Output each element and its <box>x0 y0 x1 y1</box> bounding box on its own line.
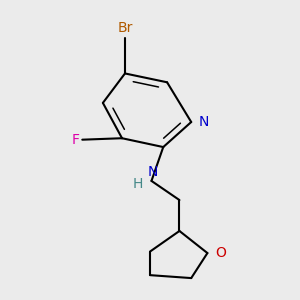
Text: N: N <box>148 165 158 178</box>
Text: N: N <box>199 115 209 129</box>
Text: Br: Br <box>117 21 133 35</box>
Text: H: H <box>133 177 143 191</box>
Text: O: O <box>215 246 226 260</box>
Text: F: F <box>71 133 79 147</box>
